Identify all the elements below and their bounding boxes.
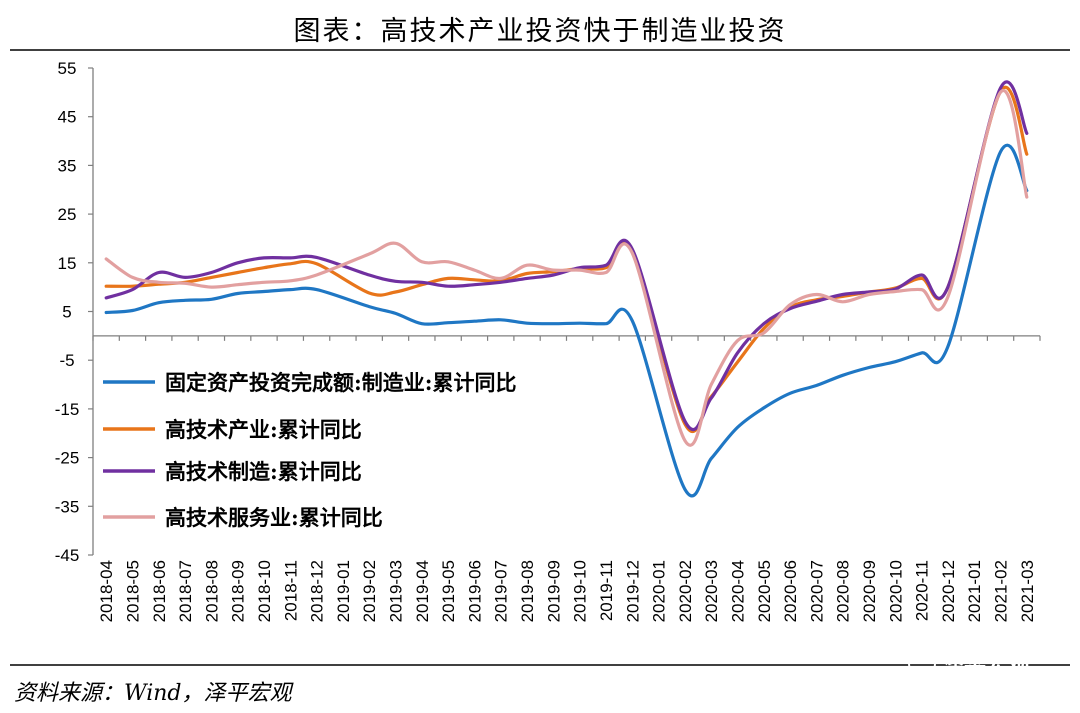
x-tick-label: 2020-02 <box>676 560 695 622</box>
x-tick-label: 2020-03 <box>702 560 721 622</box>
y-tick-label: 35 <box>58 156 77 175</box>
x-tick-label: 2019-02 <box>360 560 379 622</box>
y-tick-label: 5 <box>62 303 71 322</box>
legend-label-3: 高技术服务业:累计同比 <box>165 505 383 530</box>
x-tick-label: 2018-09 <box>229 560 248 622</box>
legend-label-2: 高技术制造:累计同比 <box>165 459 362 484</box>
x-tick-label: 2019-03 <box>387 560 406 622</box>
x-tick-label: 2019-09 <box>544 560 563 622</box>
x-tick-label: 2020-11 <box>913 560 932 621</box>
y-tick-label: -35 <box>55 497 80 516</box>
x-tick-label: 2020-12 <box>939 560 958 622</box>
x-tick-label: 2021-02 <box>992 560 1011 622</box>
y-tick-label: -45 <box>55 546 80 565</box>
legend-label-0: 固定资产投资完成额:制造业:累计同比 <box>165 370 517 395</box>
x-tick-label: 2019-06 <box>465 560 484 622</box>
x-tick-label: 2018-06 <box>150 560 169 622</box>
y-tick-label: 55 <box>58 59 77 78</box>
x-tick-label: 2018-11 <box>281 560 300 621</box>
series-line-3 <box>104 88 1029 447</box>
x-tick-label: 2019-08 <box>518 560 537 622</box>
x-tick-label: 2018-04 <box>97 560 116 622</box>
x-tick-label: 2018-05 <box>123 560 142 622</box>
y-tick-label: 15 <box>58 254 77 273</box>
x-tick-label: 2019-04 <box>413 560 432 622</box>
x-tick-label: 2020-06 <box>781 560 800 622</box>
source-note: 资料来源：Wind，泽平宏观 <box>14 681 295 706</box>
wechat-icon <box>908 653 936 675</box>
x-tick-label: 2020-10 <box>886 560 905 622</box>
legend: 固定资产投资完成额:制造业:累计同比高技术产业:累计同比高技术制造:累计同比高技… <box>103 370 517 530</box>
x-tick-label: 2020-05 <box>755 560 774 622</box>
x-tick-label: 2019-11 <box>597 560 616 621</box>
x-tick-label: 2020-01 <box>650 560 669 622</box>
x-tick-label: 2019-01 <box>334 560 353 622</box>
y-tick-label: 25 <box>58 205 77 224</box>
x-tick-label: 2020-07 <box>807 560 826 622</box>
x-tick-label: 2019-05 <box>439 560 458 622</box>
y-axis: 55 45 35 25 15 5 -5 -15 -25 -35 -45 <box>55 59 94 565</box>
watermark: 泽平宏观 <box>908 653 1030 679</box>
x-tick-label: 2020-08 <box>834 560 853 622</box>
watermark-text: 泽平宏观 <box>942 653 1030 679</box>
legend-label-1: 高技术产业:累计同比 <box>165 417 362 442</box>
x-tick-label: 2020-04 <box>728 560 747 622</box>
x-tick-label: 2018-08 <box>202 560 221 622</box>
y-tick-label: 45 <box>58 108 77 127</box>
series-lines <box>104 80 1029 498</box>
x-tick-label: 2021-03 <box>1018 560 1037 622</box>
x-tick-label: 2021-01 <box>965 560 984 622</box>
x-tick-label: 2018-12 <box>308 560 327 622</box>
x-tick-label: 2018-10 <box>255 560 274 622</box>
x-tick-label: 2019-12 <box>623 560 642 622</box>
x-tick-label: 2020-09 <box>860 560 879 622</box>
y-tick-label: -5 <box>59 351 74 370</box>
x-tick-label: 2019-07 <box>492 560 511 622</box>
x-tick-label: 2018-07 <box>176 560 195 622</box>
y-tick-label: -25 <box>55 449 80 468</box>
x-tick-label: 2019-10 <box>571 560 590 622</box>
chart-title: 图表：高技术产业投资快于制造业投资 <box>294 16 787 47</box>
x-axis: 2018-04 2018-05 2018-06 2018-07 2018-08 2018-… <box>92 335 1041 622</box>
y-tick-label: -15 <box>55 400 80 419</box>
series-line-0 <box>104 143 1029 498</box>
